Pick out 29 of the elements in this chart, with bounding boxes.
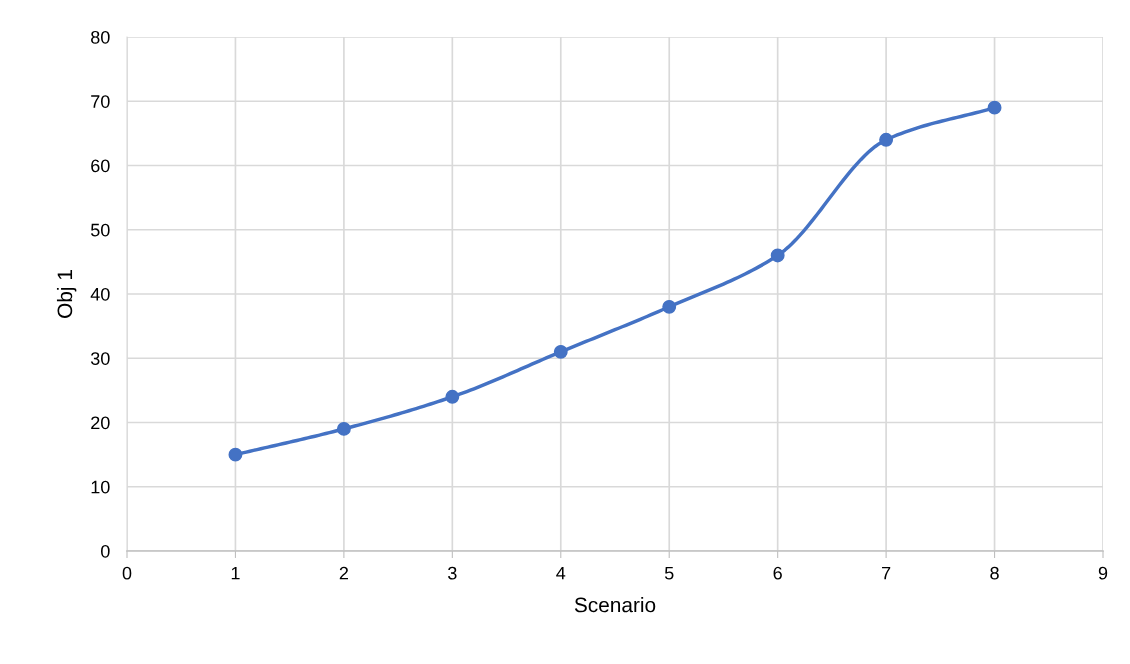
- x-axis-title: Scenario: [574, 597, 656, 613]
- x-tick-label: 4: [556, 566, 566, 580]
- point: [987, 100, 1002, 115]
- y-tick-label: 0: [101, 544, 110, 558]
- x-tick-label: 0: [122, 566, 132, 580]
- y-tick-label: 50: [90, 223, 110, 237]
- point: [336, 421, 351, 436]
- point: [770, 248, 785, 263]
- y-tick-label: 10: [91, 480, 110, 494]
- y-tick-label: 70: [91, 95, 110, 108]
- point: [662, 299, 677, 314]
- y-tick-label: 40: [90, 287, 110, 301]
- x-tick-label: 6: [773, 566, 782, 580]
- x-tick-label: 5: [664, 566, 674, 580]
- x-tick-label: 9: [1098, 566, 1108, 580]
- y-tick-label: 80: [91, 30, 110, 44]
- x-tick-label: 3: [448, 566, 457, 580]
- point: [228, 447, 243, 462]
- x-tick-label: 8: [990, 566, 999, 580]
- y-tick-label: 20: [91, 416, 110, 430]
- x-tick-label: 1: [231, 566, 240, 580]
- x-tick-label: 2: [339, 566, 348, 580]
- point: [445, 389, 460, 404]
- y-tick-label: 30: [90, 352, 110, 365]
- x-tick-label: 7: [882, 566, 891, 580]
- point: [879, 132, 894, 147]
- y-tick-label: 60: [91, 159, 110, 173]
- point: [553, 344, 568, 359]
- y-axis-title: Obj 1: [56, 270, 77, 318]
